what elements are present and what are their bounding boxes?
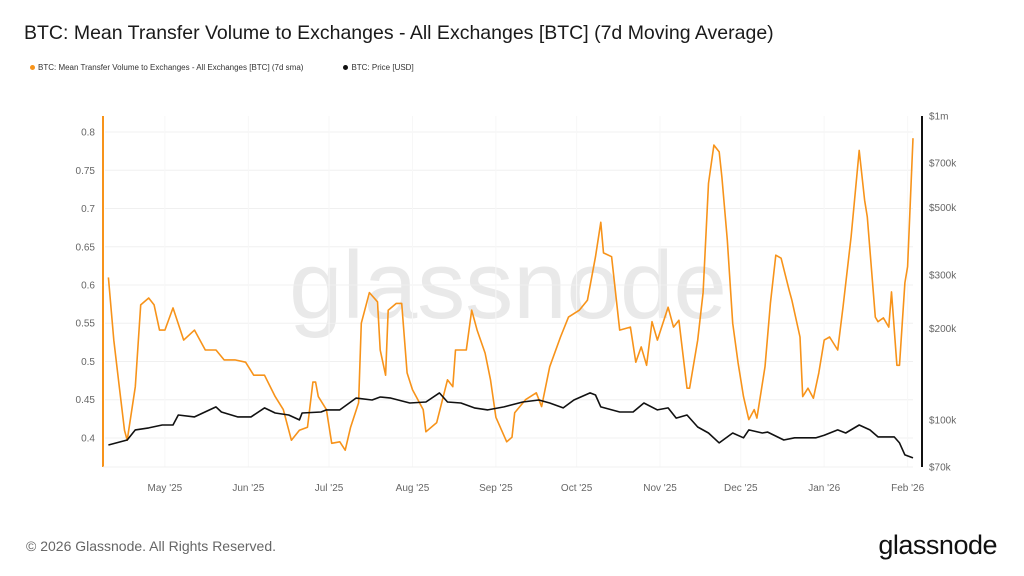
glassnode-logo: glassnode bbox=[878, 530, 997, 560]
y-right-tick-label: $700k bbox=[929, 159, 957, 170]
y-right-tick-label: $70k bbox=[929, 463, 952, 474]
legend-item-price[interactable]: BTC: Price [USD] bbox=[343, 63, 414, 72]
y-left-tick-label: 0.65 bbox=[76, 242, 96, 253]
y-left-tick-label: 0.45 bbox=[76, 395, 96, 406]
legend-marker-orange bbox=[30, 65, 35, 70]
y-right-tick-label: $500k bbox=[929, 203, 957, 214]
legend-item-transfer-volume[interactable]: BTC: Mean Transfer Volume to Exchanges -… bbox=[30, 63, 303, 72]
series-line-price bbox=[108, 392, 914, 459]
legend-marker-black bbox=[343, 65, 349, 70]
x-tick-label: May '25 bbox=[148, 483, 183, 494]
y-left-tick-label: 0.55 bbox=[76, 319, 96, 330]
y-left-tick-label: 0.8 bbox=[81, 128, 95, 139]
x-tick-label: Jan '26 bbox=[808, 483, 840, 494]
x-tick-label: Aug '25 bbox=[396, 483, 430, 494]
y-left-tick-label: 0.5 bbox=[81, 357, 95, 368]
legend-label: BTC: Price [USD] bbox=[351, 63, 414, 72]
x-tick-label: Sep '25 bbox=[479, 483, 513, 494]
x-tick-label: Jul '25 bbox=[315, 483, 344, 494]
legend-label: BTC: Mean Transfer Volume to Exchanges -… bbox=[38, 63, 304, 72]
chart-title: BTC: Mean Transfer Volume to Exchanges -… bbox=[24, 22, 774, 44]
x-tick-label: Oct '25 bbox=[561, 483, 593, 494]
copyright: © 2026 Glassnode. All Rights Reserved. bbox=[26, 538, 277, 554]
series-line-transfer-volume bbox=[107, 138, 914, 451]
x-tick-label: Dec '25 bbox=[724, 483, 758, 494]
y-right-tick-label: $200k bbox=[929, 324, 957, 335]
y-right-tick-label: $100k bbox=[929, 415, 957, 426]
x-tick-label: Nov '25 bbox=[643, 483, 677, 494]
y-left-tick-label: 0.75 bbox=[76, 166, 96, 177]
legend: BTC: Mean Transfer Volume to Exchanges -… bbox=[30, 63, 414, 72]
x-tick-label: Feb '26 bbox=[891, 483, 924, 494]
y-right-tick-label: $1m bbox=[929, 112, 948, 123]
y-right-tick-label: $300k bbox=[929, 270, 957, 281]
y-left-tick-label: 0.7 bbox=[81, 204, 95, 215]
y-left-tick-label: 0.4 bbox=[81, 433, 95, 444]
x-tick-label: Jun '25 bbox=[232, 483, 264, 494]
y-left-tick-label: 0.6 bbox=[81, 281, 95, 292]
